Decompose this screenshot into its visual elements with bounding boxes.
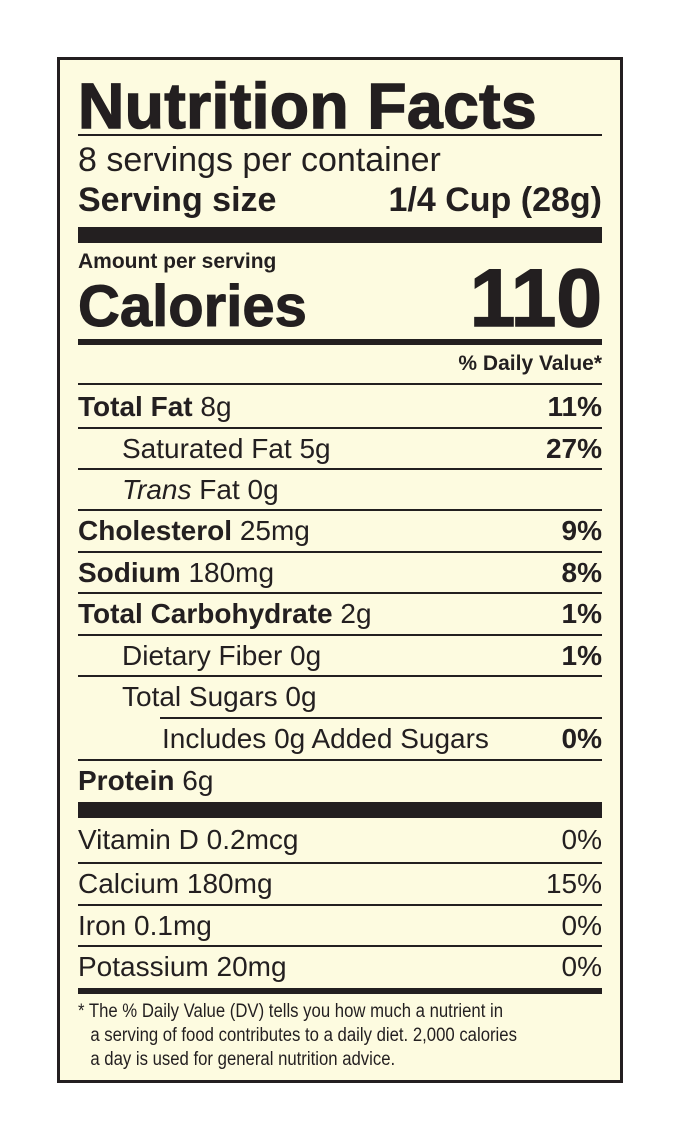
nutrient-row-saturated-fat: Saturated Fat 5g 27% xyxy=(122,428,602,469)
divider xyxy=(78,468,602,470)
nutrient-row-total-fat: Total Fat 8g 11% xyxy=(78,386,602,427)
divider xyxy=(78,904,602,906)
divider xyxy=(78,551,602,553)
vitamin-dv: 0% xyxy=(561,909,602,941)
divider xyxy=(160,717,602,719)
divider xyxy=(78,634,602,636)
divider xyxy=(78,134,602,136)
nutrient-amount: 180mg xyxy=(188,556,275,588)
servings-per-container: 8 servings per container xyxy=(78,141,441,179)
nutrient-name: Saturated Fat xyxy=(122,432,292,464)
divider xyxy=(78,945,602,947)
nutrient-dv: 8% xyxy=(561,556,602,588)
vitamin-dv: 0% xyxy=(561,823,602,855)
thick-divider xyxy=(78,227,602,243)
nutrient-row-cholesterol: Cholesterol 25mg 9% xyxy=(78,510,602,551)
nutrient-name: Total Sugars xyxy=(122,680,278,712)
divider xyxy=(78,675,602,677)
serving-size-value: 1/4 Cup (28g) xyxy=(388,181,602,219)
nutrient-name: Cholesterol xyxy=(78,514,233,546)
nutrient-row-sodium: Sodium 180mg 8% xyxy=(78,552,602,593)
nutrient-dv: 1% xyxy=(561,597,602,629)
vitamin-dv: 15% xyxy=(545,867,602,899)
vitamin-name: Vitamin D 0.2mcg xyxy=(78,823,299,855)
nutrient-dv: 11% xyxy=(547,390,603,422)
footnote-line: a day is used for general nutrition advi… xyxy=(90,1049,396,1070)
medium-divider xyxy=(78,339,602,345)
thick-divider xyxy=(78,802,602,818)
nutrient-name: Sodium xyxy=(78,556,181,588)
nutrient-amount: 0g xyxy=(247,473,279,505)
nutrient-amount: 25mg xyxy=(239,514,310,546)
nutrient-amount: 6g xyxy=(182,764,214,796)
vitamin-row: Potassium 20mg 0% xyxy=(78,946,602,987)
divider xyxy=(78,427,602,429)
vitamin-row: Vitamin D 0.2mcg 0% xyxy=(78,819,602,860)
nutrient-amount: 2g xyxy=(340,597,372,629)
divider xyxy=(78,862,602,864)
nutrient-name: Total Fat xyxy=(78,390,193,422)
label-title: Nutrition Facts xyxy=(77,70,538,142)
nutrient-dv: 0% xyxy=(561,722,602,754)
nutrient-name: Includes 0g Added Sugars xyxy=(162,722,489,754)
nutrient-row-added-sugars: Includes 0g Added Sugars 0% xyxy=(162,718,602,759)
footnote-line: * The % Daily Value (DV) tells you how m… xyxy=(78,1001,504,1022)
footnote-line: a serving of food contributes to a daily… xyxy=(90,1025,517,1046)
vitamin-row: Calcium 180mg 15% xyxy=(78,863,602,904)
nutrient-row-trans-fat: Trans Fat 0g xyxy=(122,469,602,510)
serving-size: Serving size 1/4 Cup (28g) xyxy=(78,180,602,220)
vitamin-row: Iron 0.1mg 0% xyxy=(78,905,602,946)
nutrient-dv: 1% xyxy=(561,639,602,671)
divider xyxy=(78,383,602,385)
daily-value-header: % Daily Value* xyxy=(458,352,602,375)
medium-divider xyxy=(78,988,602,994)
vitamin-name: Calcium 180mg xyxy=(78,867,273,899)
calories-label: Calories xyxy=(78,274,308,340)
vitamin-dv: 0% xyxy=(561,950,602,982)
calories-value: 110 xyxy=(469,253,603,344)
nutrient-amount: 5g xyxy=(299,432,331,464)
nutrient-row-total-sugars: Total Sugars 0g xyxy=(122,676,602,717)
vitamin-name: Iron 0.1mg xyxy=(78,909,212,941)
nutrient-row-dietary-fiber: Dietary Fiber 0g 1% xyxy=(122,635,602,676)
nutrient-amount: 0g xyxy=(285,680,317,712)
nutrient-name-italic: Trans xyxy=(122,473,192,505)
nutrient-name: Dietary Fiber xyxy=(122,639,283,671)
nutrient-amount: 8g xyxy=(200,390,232,422)
nutrient-row-total-carbohydrate: Total Carbohydrate 2g 1% xyxy=(78,593,602,634)
divider xyxy=(78,509,602,511)
nutrient-row-protein: Protein 6g xyxy=(78,760,602,801)
nutrient-dv: 9% xyxy=(561,514,602,546)
amount-per-serving: Amount per serving xyxy=(78,250,277,273)
nutrient-name: Total Carbohydrate xyxy=(78,597,333,629)
nutrient-name: Fat xyxy=(199,473,240,505)
serving-size-label: Serving size xyxy=(78,181,277,219)
nutrient-amount: 0g xyxy=(290,639,322,671)
divider xyxy=(78,759,602,761)
footnote: * The % Daily Value (DV) tells you how m… xyxy=(78,1000,606,1072)
nutrient-name: Protein xyxy=(78,764,175,796)
divider xyxy=(78,592,602,594)
nutrition-facts-label: Nutrition Facts 8 servings per container… xyxy=(57,57,623,1083)
nutrient-dv: 27% xyxy=(545,432,602,464)
vitamin-name: Potassium 20mg xyxy=(78,950,287,982)
